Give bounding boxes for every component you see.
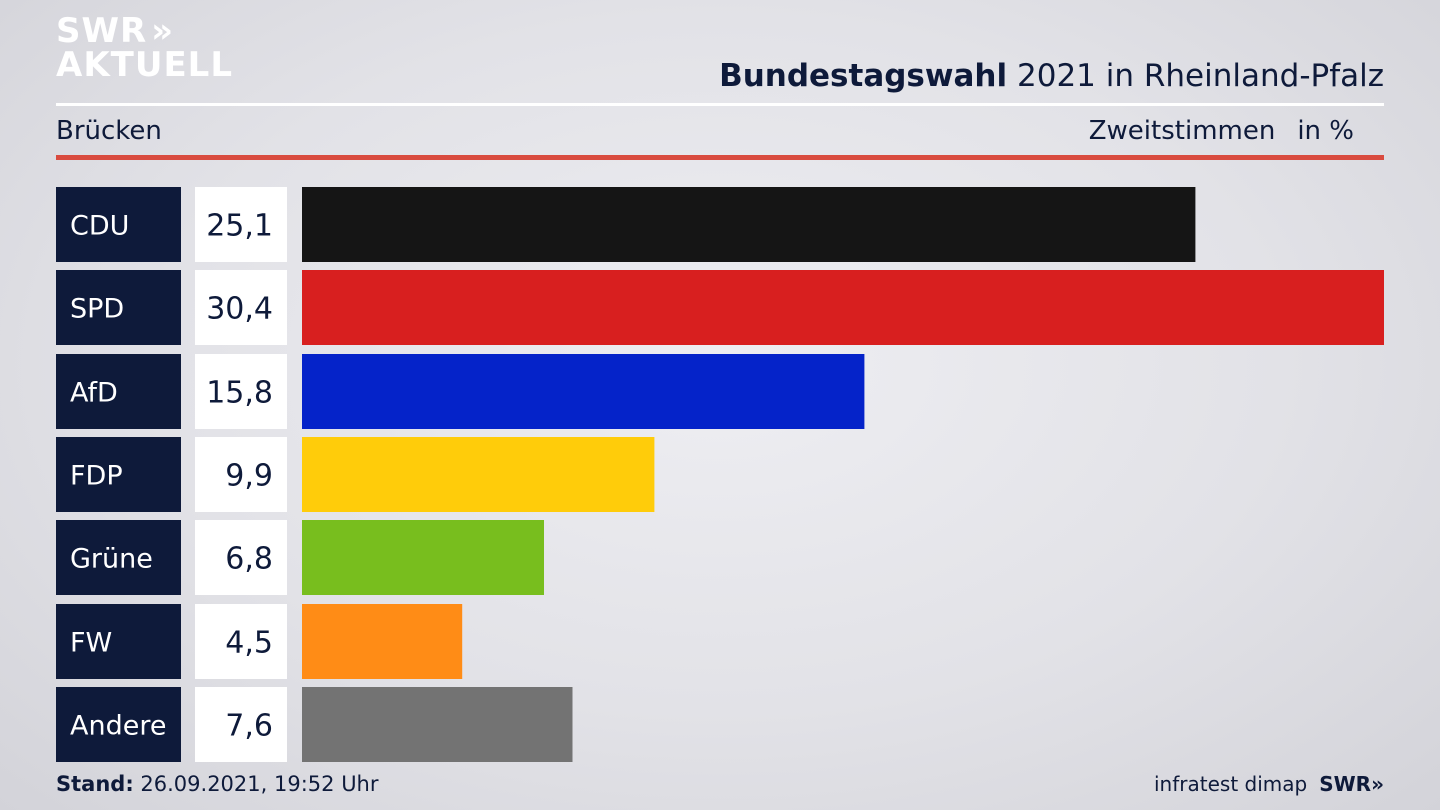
bar-chart: CDU 25,1 SPD 30,4 AfD 15,8 FDP 9,9 Grüne 6,8 FW 4,5… (56, 187, 1384, 762)
party-label-box-andere (56, 687, 181, 762)
value-label-andere: 7,6 (225, 709, 273, 744)
logo-aktuell-text: AKTUELL (56, 45, 234, 85)
value-box-spd (195, 270, 287, 345)
source-text: infratest dimap (1154, 772, 1308, 796)
bar-fw (302, 604, 463, 679)
party-label-box-grüne (56, 520, 181, 595)
swr-brand-logo: SWR» (1319, 772, 1384, 796)
value-label-grüne: 6,8 (225, 542, 273, 577)
bar-andere (302, 687, 573, 762)
source-credit: infratest dimap SWR» (1154, 772, 1384, 796)
bar-fdp (302, 437, 655, 512)
bar-grüne (302, 520, 544, 595)
logo-swr-text: SWR (56, 11, 148, 51)
party-label-box-fw (56, 604, 181, 679)
value-box-afd (195, 354, 287, 429)
value-box-andere (195, 687, 287, 762)
value-label-fdp: 9,9 (225, 459, 273, 494)
title-bold: Bundestagswahl (719, 58, 1008, 94)
timestamp: Stand: 26.09.2021, 19:52 Uhr (56, 772, 379, 796)
header-divider (56, 103, 1384, 106)
value-label-cdu: 25,1 (206, 209, 273, 244)
value-box-fdp (195, 437, 287, 512)
party-label-box-spd (56, 270, 181, 345)
bar-afd (302, 354, 865, 429)
value-label-fw: 4,5 (225, 626, 273, 661)
page-title: Bundestagswahl 2021 in Rheinland-Pfalz (719, 58, 1384, 94)
region-label: Brücken (56, 116, 162, 146)
value-label-afd: 15,8 (206, 376, 273, 411)
title-rest: 2021 in Rheinland-Pfalz (1017, 58, 1384, 94)
party-label-cdu: CDU (70, 211, 129, 242)
party-label-andere: Andere (70, 711, 166, 742)
measure-text: Zweitstimmen (1088, 116, 1276, 146)
bar-cdu (302, 187, 1196, 262)
party-label-afd: AfD (70, 378, 118, 409)
stand-value: 26.09.2021, 19:52 Uhr (140, 772, 379, 796)
swr-aktuell-logo: SWR» AKTUELL (56, 14, 233, 82)
accent-divider (56, 155, 1384, 160)
value-box-fw (195, 604, 287, 679)
stand-label: Stand: (56, 772, 134, 796)
party-label-fw: FW (70, 628, 112, 659)
measure-label: Zweitstimmen in % (1089, 116, 1354, 146)
party-label-spd: SPD (70, 294, 124, 325)
party-label-fdp: FDP (70, 461, 123, 492)
bar-spd (302, 270, 1384, 345)
party-label-box-cdu (56, 187, 181, 262)
party-label-grüne: Grüne (70, 544, 153, 575)
value-label-spd: 30,4 (206, 292, 273, 327)
unit-text: in % (1297, 116, 1354, 146)
party-label-box-afd (56, 354, 181, 429)
chevron-logo-icon: » (151, 11, 173, 51)
party-label-box-fdp (56, 437, 181, 512)
value-box-grüne (195, 520, 287, 595)
value-box-cdu (195, 187, 287, 262)
